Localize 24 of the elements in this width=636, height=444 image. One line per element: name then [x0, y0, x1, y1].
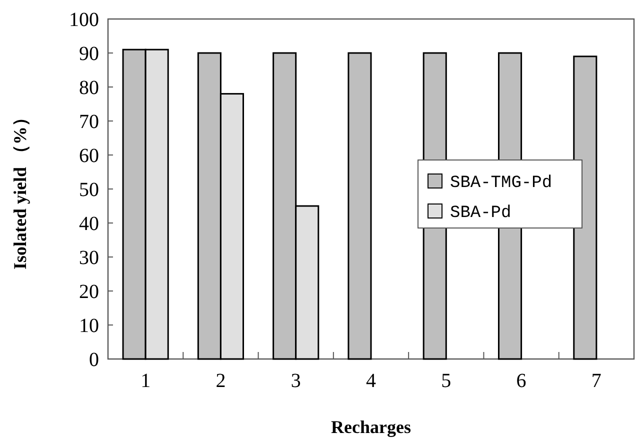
x-tick-label: 4 — [366, 370, 376, 392]
legend-label: SBA-Pd — [450, 204, 512, 223]
y-tick-label: 10 — [79, 315, 99, 337]
legend-label: SBA-TMG-Pd — [450, 174, 552, 193]
bar — [348, 52, 372, 360]
y-tick-label: 80 — [79, 77, 99, 99]
x-tick-label: 2 — [216, 370, 226, 392]
y-tick-label: 20 — [79, 281, 99, 303]
x-tick-label: 6 — [516, 370, 526, 392]
y-tick-label: 90 — [79, 43, 99, 65]
y-tick-label: 0 — [89, 349, 99, 371]
y-axis-title: Isolated yield （%） — [10, 108, 30, 270]
y-tick-label: 60 — [79, 145, 99, 167]
x-tick-label: 5 — [441, 370, 452, 392]
y-tick-label: 70 — [79, 111, 99, 133]
x-tick-label: 7 — [591, 370, 602, 392]
x-axis-title: Recharges — [331, 417, 411, 437]
y-tick-label: 40 — [79, 213, 99, 235]
y-tick-label: 30 — [79, 247, 99, 269]
y-tick-label: 100 — [69, 9, 99, 31]
x-tick-label: 1 — [140, 370, 151, 392]
x-tick-label: 3 — [290, 370, 301, 392]
bar — [573, 56, 598, 360]
y-tick-label: 50 — [79, 179, 99, 201]
